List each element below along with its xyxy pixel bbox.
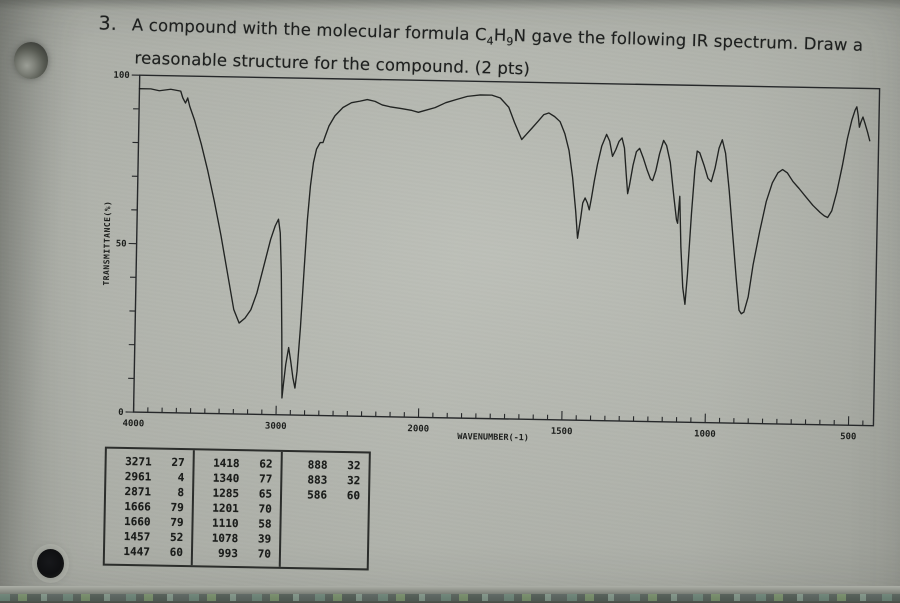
peak-transmittance: 62 xyxy=(259,457,273,471)
peak-table-column: 1418 62 1340 77 1285 65 1201 70 1110 58 1078 39 993 7… xyxy=(190,450,281,567)
peak-wavenumber: 1110 xyxy=(211,516,239,531)
peak-wavenumber: 1666 xyxy=(124,499,151,514)
peak-table-column: 3271 27 2961 4 2871 8 1666 79 1660 79 1457 52 1447 60 xyxy=(105,449,193,566)
peak-transmittance: 8 xyxy=(177,485,185,500)
x-tick-label: 3000 xyxy=(265,422,287,432)
peak-row: 2961 4 xyxy=(115,469,185,485)
peak-transmittance: 60 xyxy=(169,545,184,560)
punch-hole-bottom xyxy=(37,549,64,578)
peak-transmittance: 70 xyxy=(257,547,272,561)
peak-wavenumber: 1457 xyxy=(123,529,151,544)
peak-row: 1340 77 xyxy=(203,470,273,486)
peak-wavenumber: 1078 xyxy=(211,531,239,546)
plot-border xyxy=(132,74,881,427)
peak-transmittance: 60 xyxy=(346,489,361,503)
peak-transmittance: 32 xyxy=(347,459,361,473)
y-tick-label: 50 xyxy=(116,239,127,249)
peak-row: 1660 79 xyxy=(114,514,184,530)
peak-transmittance: 79 xyxy=(170,515,184,530)
x-tick-label: 1500 xyxy=(551,427,573,437)
peak-transmittance: 70 xyxy=(258,502,272,516)
peak-row: 586 60 xyxy=(291,487,360,503)
peak-row: 883 32 xyxy=(291,472,360,488)
peak-wavenumber: 1285 xyxy=(212,486,240,501)
peak-row: 993 70 xyxy=(202,545,271,561)
y-tick-label: 100 xyxy=(113,71,129,81)
punch-hole-top xyxy=(14,42,48,79)
peak-wavenumber: 1418 xyxy=(213,456,240,471)
x-tick-label: 1000 xyxy=(694,429,716,439)
x-tick-label: 500 xyxy=(840,432,856,442)
peak-wavenumber: 993 xyxy=(217,546,239,561)
photo-top-shadow xyxy=(0,0,900,10)
peak-row: 1285 65 xyxy=(203,485,272,501)
peak-wavenumber: 1201 xyxy=(212,501,239,516)
peak-row: 888 32 xyxy=(291,457,361,473)
peak-wavenumber: 2871 xyxy=(124,484,152,499)
peak-transmittance: 79 xyxy=(170,500,184,515)
peak-row: 3271 27 xyxy=(116,454,185,470)
x-axis-title: WAVENUMBER(-1) xyxy=(457,432,529,443)
graph-paper-edge xyxy=(0,594,900,601)
y-axis-title: TRANSMITTANCE(%) xyxy=(102,201,113,286)
peak-transmittance: 4 xyxy=(177,470,185,485)
peak-wavenumber: 1660 xyxy=(123,514,151,529)
x-tick-label: 2000 xyxy=(407,424,429,434)
peak-transmittance: 58 xyxy=(258,517,272,531)
peak-transmittance: 27 xyxy=(171,455,185,470)
peak-table-column: 888 32 883 32 586 60 xyxy=(278,451,369,569)
peak-row: 1201 70 xyxy=(203,500,272,516)
peak-row: 1078 39 xyxy=(202,530,272,546)
peak-transmittance: 52 xyxy=(169,530,184,545)
desk-edge-strip xyxy=(0,586,900,603)
peak-transmittance: 77 xyxy=(258,472,273,486)
peak-row: 1666 79 xyxy=(115,499,184,515)
x-tick-label: 4000 xyxy=(122,419,144,429)
peak-row: 1447 60 xyxy=(114,544,183,560)
peak-wavenumber: 1340 xyxy=(212,471,240,486)
peak-wavenumber: 586 xyxy=(307,488,328,502)
peak-table: 3271 27 2961 4 2871 8 1666 79 1660 79 1457 52 1447 60… xyxy=(102,446,371,571)
peak-transmittance: 32 xyxy=(346,474,361,488)
peak-wavenumber: 883 xyxy=(307,473,328,487)
peak-transmittance: 65 xyxy=(258,487,273,501)
peak-row: 1457 52 xyxy=(114,529,184,545)
peak-transmittance: 39 xyxy=(257,532,272,546)
spectrum-curve xyxy=(138,88,871,399)
y-tick-label: 0 xyxy=(118,408,124,418)
peak-row: 1110 58 xyxy=(202,515,272,531)
peak-wavenumber: 2961 xyxy=(124,469,152,484)
peak-row: 2871 8 xyxy=(115,484,184,500)
peak-wavenumber: 888 xyxy=(307,458,328,472)
peak-wavenumber: 1447 xyxy=(123,544,151,559)
peak-wavenumber: 3271 xyxy=(125,454,152,469)
peak-row: 1418 62 xyxy=(203,455,273,471)
